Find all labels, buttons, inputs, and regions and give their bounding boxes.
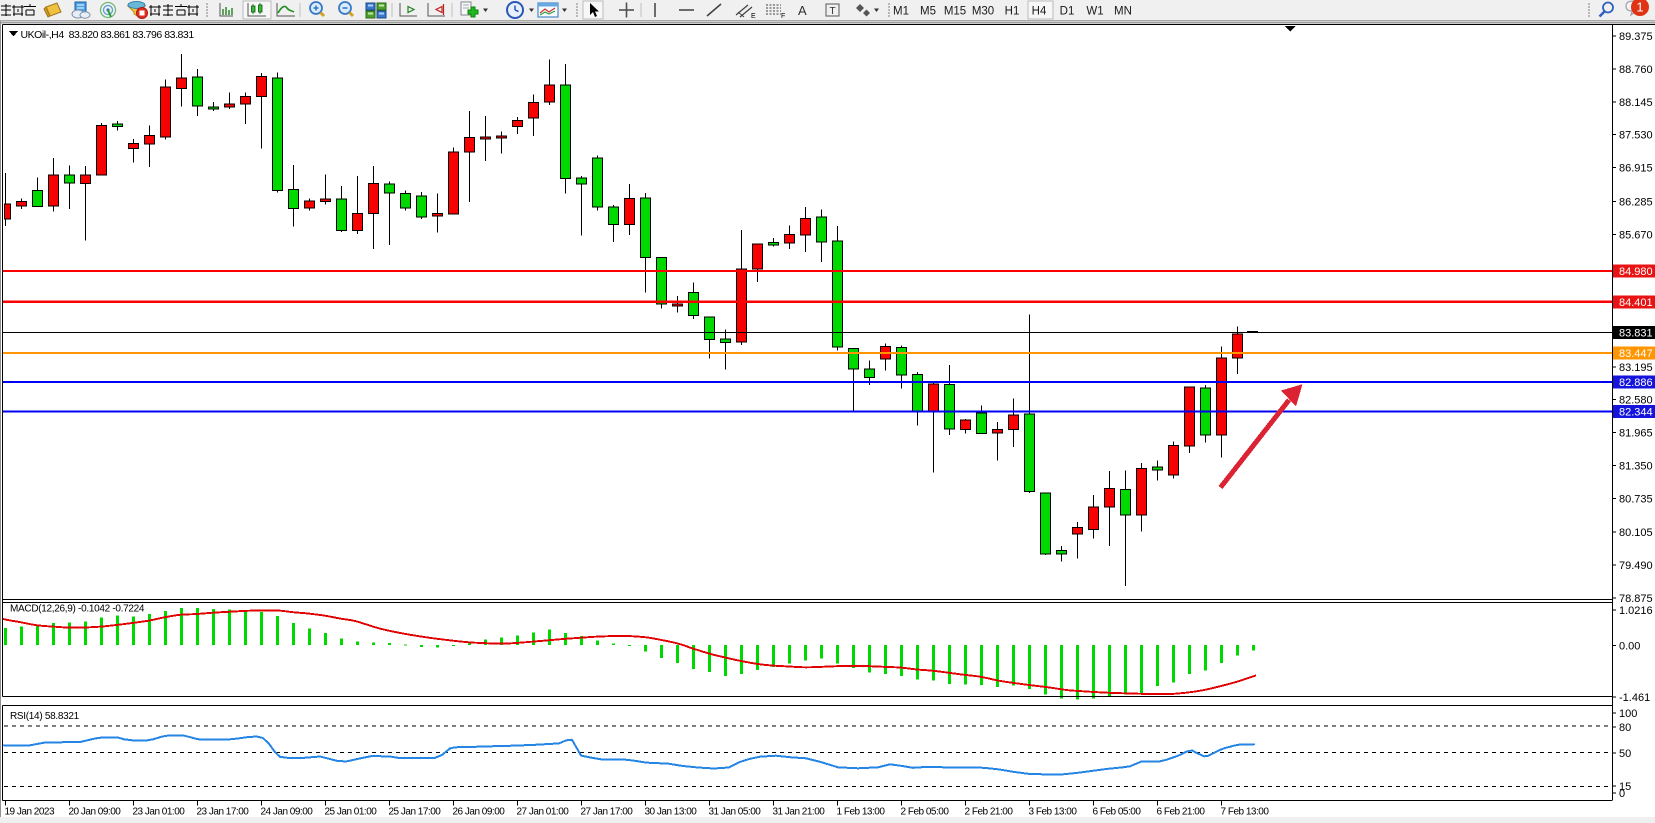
svg-text:83.447: 83.447 bbox=[1619, 348, 1653, 360]
svg-text:0.00: 0.00 bbox=[1619, 641, 1640, 653]
svg-text:50: 50 bbox=[1619, 748, 1631, 760]
svg-text:31 Jan 21:00: 31 Jan 21:00 bbox=[773, 807, 826, 818]
svg-text:3 Feb 13:00: 3 Feb 13:00 bbox=[1029, 807, 1078, 818]
svg-text:26 Jan 09:00: 26 Jan 09:00 bbox=[453, 807, 506, 818]
svg-text:1.0216: 1.0216 bbox=[1619, 605, 1653, 617]
svg-text:24 Jan 09:00: 24 Jan 09:00 bbox=[261, 807, 314, 818]
svg-text:23 Jan 01:00: 23 Jan 01:00 bbox=[133, 807, 186, 818]
svg-text:88.760: 88.760 bbox=[1619, 64, 1653, 76]
svg-text:7 Feb 13:00: 7 Feb 13:00 bbox=[1221, 807, 1270, 818]
svg-text:MACD(12,26,9) -0.1042 -0.7224: MACD(12,26,9) -0.1042 -0.7224 bbox=[10, 604, 145, 615]
svg-text:82.886: 82.886 bbox=[1619, 377, 1653, 389]
svg-text:85.670: 85.670 bbox=[1619, 229, 1653, 241]
svg-text:87.530: 87.530 bbox=[1619, 130, 1653, 142]
svg-text:31 Jan 05:00: 31 Jan 05:00 bbox=[709, 807, 762, 818]
svg-text:H1: H1 bbox=[1005, 6, 1020, 18]
svg-text:-1.461: -1.461 bbox=[1619, 692, 1650, 704]
svg-text:80.105: 80.105 bbox=[1619, 527, 1653, 539]
svg-text:2 Feb 05:00: 2 Feb 05:00 bbox=[901, 807, 950, 818]
svg-text:RSI(14) 58.8321: RSI(14) 58.8321 bbox=[10, 711, 80, 722]
svg-text:1: 1 bbox=[1636, 0, 1643, 15]
svg-text:19 Jan 2023: 19 Jan 2023 bbox=[5, 807, 55, 818]
svg-text:M15: M15 bbox=[944, 6, 966, 18]
svg-text:1 Feb 13:00: 1 Feb 13:00 bbox=[837, 807, 886, 818]
svg-text:88.145: 88.145 bbox=[1619, 97, 1653, 109]
svg-text:A: A bbox=[798, 3, 807, 18]
svg-text:D1: D1 bbox=[1060, 6, 1075, 18]
svg-text:83.831: 83.831 bbox=[1619, 327, 1653, 339]
svg-text:6 Feb 21:00: 6 Feb 21:00 bbox=[1157, 807, 1206, 818]
svg-text:80.735: 80.735 bbox=[1619, 494, 1653, 506]
svg-text:84.980: 84.980 bbox=[1619, 266, 1653, 278]
svg-text:27 Jan 01:00: 27 Jan 01:00 bbox=[517, 807, 570, 818]
svg-text:100: 100 bbox=[1619, 708, 1637, 720]
svg-text:0: 0 bbox=[1619, 788, 1625, 800]
svg-text:83.195: 83.195 bbox=[1619, 362, 1653, 374]
svg-text:25 Jan 17:00: 25 Jan 17:00 bbox=[389, 807, 442, 818]
svg-text:2 Feb 21:00: 2 Feb 21:00 bbox=[965, 807, 1014, 818]
svg-text:MN: MN bbox=[1114, 6, 1132, 18]
svg-text:89.375: 89.375 bbox=[1619, 31, 1653, 43]
svg-text:86.285: 86.285 bbox=[1619, 196, 1653, 208]
svg-text:30 Jan 13:00: 30 Jan 13:00 bbox=[645, 807, 698, 818]
svg-text:86.915: 86.915 bbox=[1619, 163, 1653, 175]
svg-text:81.350: 81.350 bbox=[1619, 461, 1653, 473]
svg-text:20 Jan 09:00: 20 Jan 09:00 bbox=[69, 807, 122, 818]
svg-text:80: 80 bbox=[1619, 722, 1631, 734]
svg-text:78.875: 78.875 bbox=[1619, 593, 1653, 605]
svg-text:84.401: 84.401 bbox=[1619, 297, 1653, 309]
svg-text:25 Jan 01:00: 25 Jan 01:00 bbox=[325, 807, 378, 818]
svg-text:H4: H4 bbox=[1032, 6, 1047, 18]
svg-text:82.580: 82.580 bbox=[1619, 395, 1653, 407]
svg-text:E: E bbox=[751, 13, 756, 20]
svg-text:M1: M1 bbox=[893, 6, 909, 18]
svg-text:W1: W1 bbox=[1086, 6, 1103, 18]
svg-text:T: T bbox=[830, 6, 836, 17]
svg-text:15: 15 bbox=[1619, 781, 1631, 793]
svg-text:82.344: 82.344 bbox=[1619, 407, 1653, 419]
svg-text:M30: M30 bbox=[972, 6, 994, 18]
svg-text:F: F bbox=[781, 13, 785, 20]
svg-text:6 Feb 05:00: 6 Feb 05:00 bbox=[1093, 807, 1142, 818]
svg-text:23 Jan 17:00: 23 Jan 17:00 bbox=[197, 807, 250, 818]
svg-text:M5: M5 bbox=[920, 6, 936, 18]
svg-text:27 Jan 17:00: 27 Jan 17:00 bbox=[581, 807, 634, 818]
svg-text:81.965: 81.965 bbox=[1619, 428, 1653, 440]
svg-text:79.490: 79.490 bbox=[1619, 560, 1653, 572]
svg-text:UKOil-,H4 83.820 83.861 83.79: UKOil-,H4 83.820 83.861 83.796 83.831 bbox=[21, 29, 195, 41]
